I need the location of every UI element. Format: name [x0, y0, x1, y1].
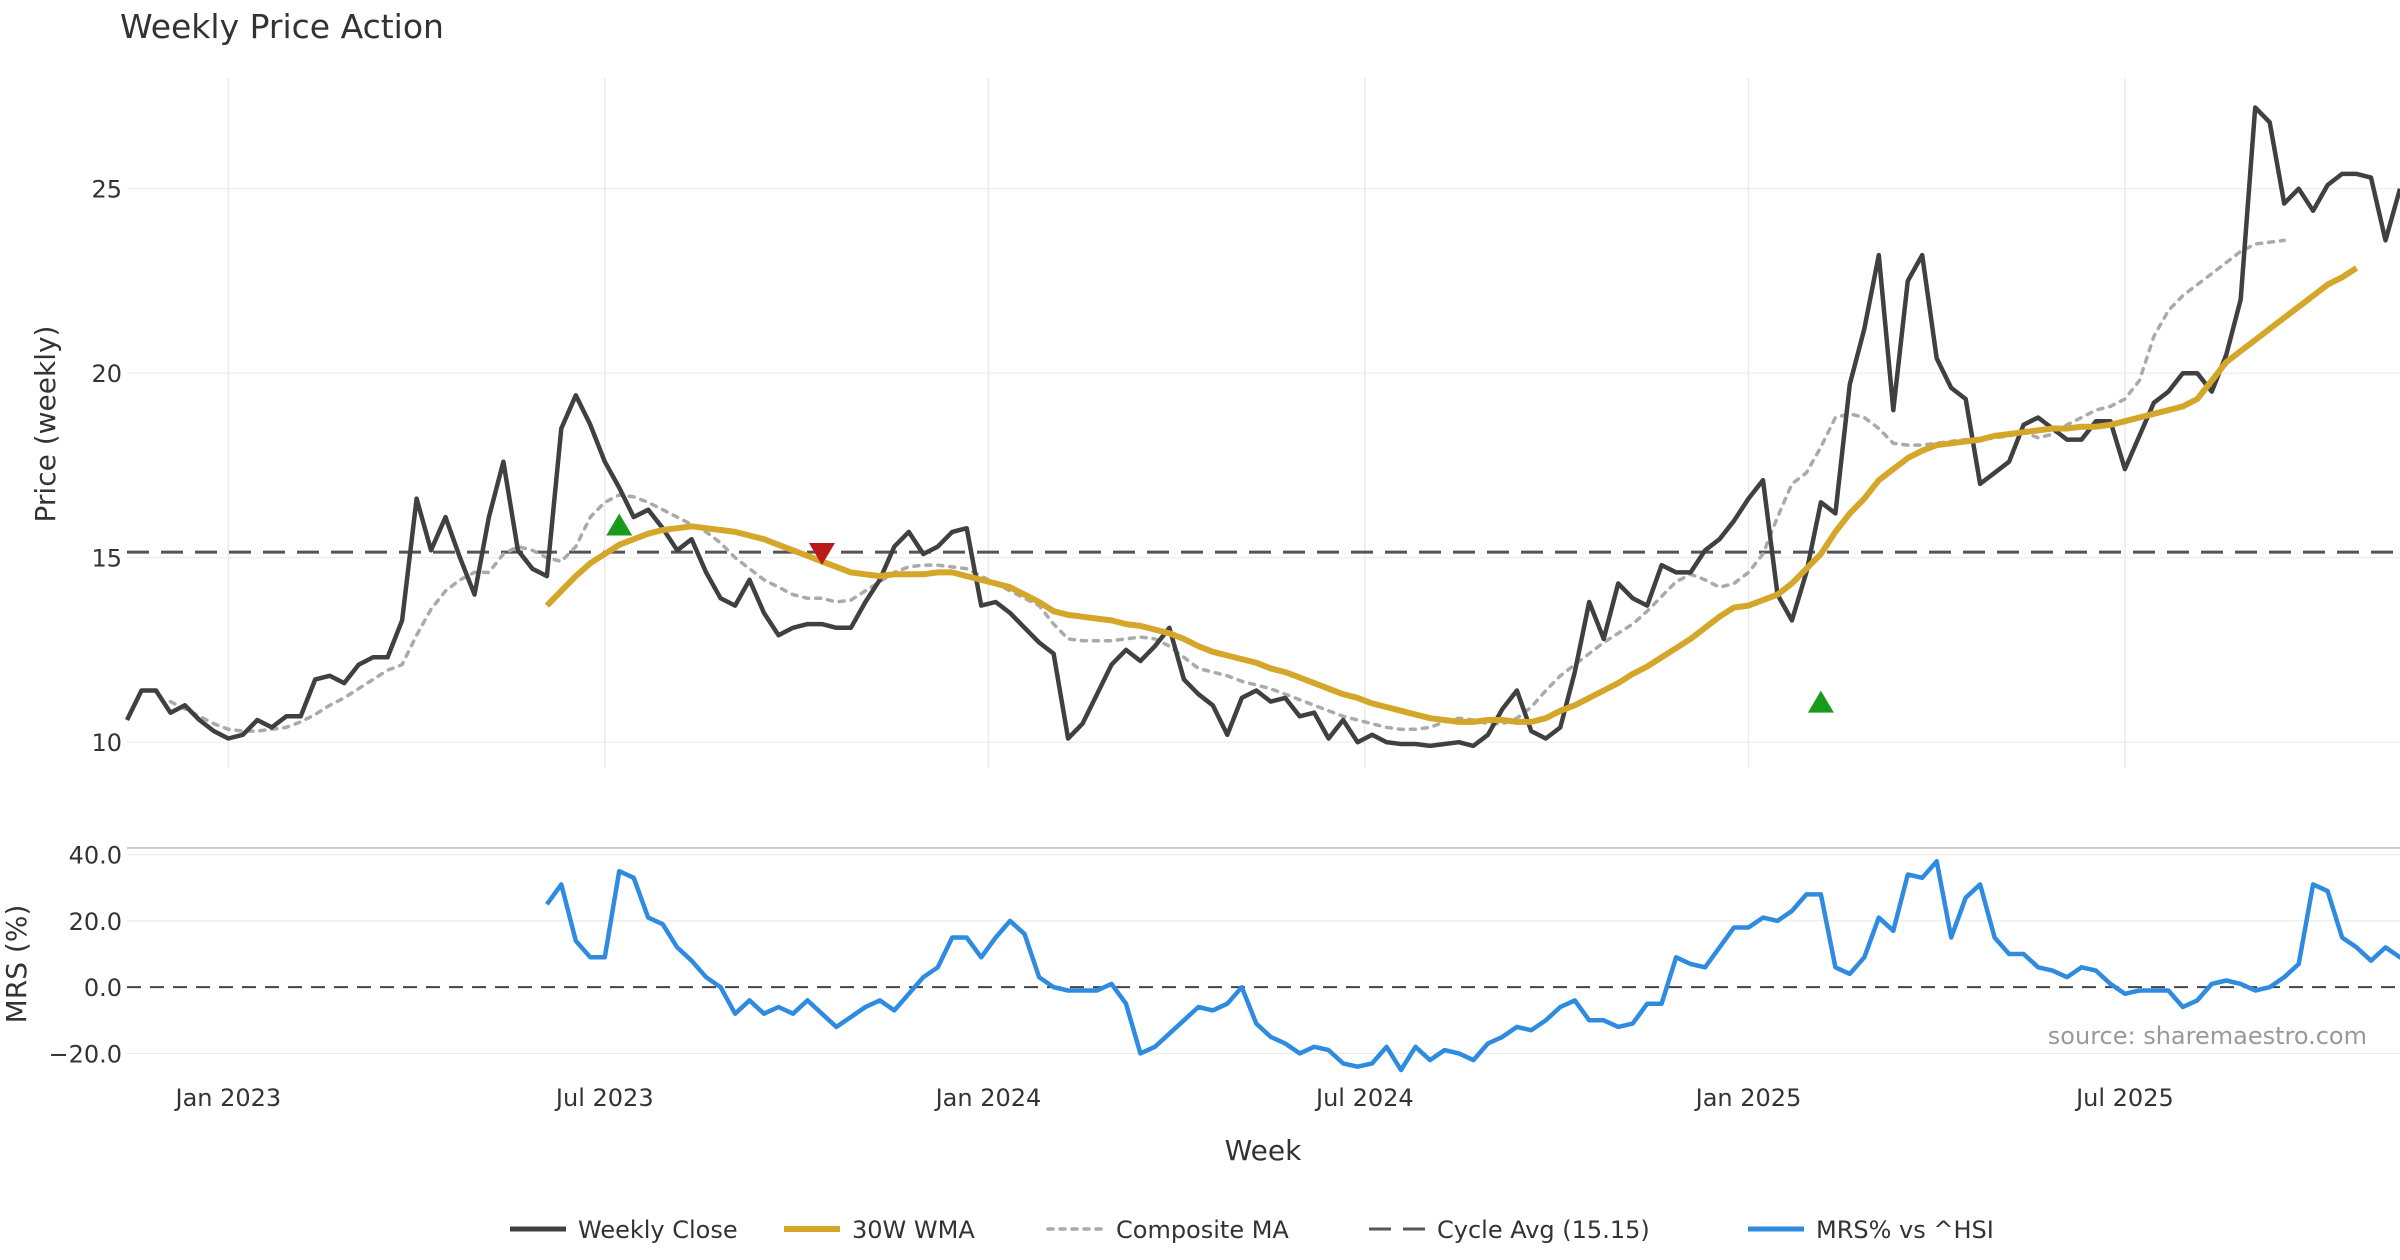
sell-signal-marker: [808, 542, 835, 565]
mrs-y-tick-label: 20.0: [69, 908, 122, 936]
mrs-y-tick-label: −20.0: [48, 1040, 122, 1068]
mrs-line: [545, 859, 2400, 1073]
legend-label: Weekly Close: [578, 1216, 738, 1244]
legend-item: MRS% vs ^HSI: [1748, 1216, 1994, 1244]
legend-item: Weekly Close: [510, 1216, 738, 1244]
x-tick-label: Jan 2025: [1694, 1084, 1802, 1112]
legend-item: Composite MA: [1046, 1216, 1289, 1244]
x-tick-label: Jul 2025: [2074, 1084, 2174, 1112]
legend-label: MRS% vs ^HSI: [1816, 1216, 1994, 1244]
source-label: source: sharemaestro.com: [2048, 1022, 2367, 1050]
x-tick-label: Jan 2023: [173, 1084, 281, 1112]
chart-title: Weekly Price Action: [120, 7, 444, 46]
buy-signal-marker: [606, 513, 633, 536]
buy-signal-marker: [1807, 690, 1834, 713]
legend-label: 30W WMA: [852, 1216, 975, 1244]
x-tick-label: Jul 2024: [1314, 1084, 1414, 1112]
legend-item: 30W WMA: [784, 1216, 975, 1244]
grid-layer: [127, 78, 2400, 1055]
price-y-tick-label: 15: [91, 545, 122, 573]
x-tick-label: Jan 2024: [934, 1084, 1042, 1112]
price-y-axis-title: Price (weekly): [29, 326, 62, 523]
mrs-y-tick-label: 0.0: [84, 974, 122, 1002]
legend: Weekly Close 30W WMA Composite MA Cycle Avg…: [510, 1216, 1994, 1244]
mrs-y-tick-label: 40.0: [69, 842, 122, 870]
mrs-y-axis-title: MRS (%): [0, 905, 33, 1024]
price-y-tick-label: 20: [91, 360, 122, 388]
price-y-tick-label: 25: [91, 176, 122, 204]
axes-layer: Jan 2023 Jul 2023 Jan 2024 Jul 2024 Jan 2025…: [48, 176, 2173, 1112]
x-tick-label: Jul 2023: [554, 1084, 654, 1112]
wma-30w-line: [544, 265, 2359, 725]
signals-layer: [606, 513, 1834, 713]
x-axis-title: Week: [1225, 1134, 1302, 1167]
legend-label: Composite MA: [1116, 1216, 1289, 1244]
price-y-tick-label: 10: [91, 729, 122, 757]
legend-item: Cycle Avg (15.15): [1369, 1216, 1650, 1244]
legend-label: Cycle Avg (15.15): [1437, 1216, 1650, 1244]
series-layer: [124, 105, 2400, 1073]
